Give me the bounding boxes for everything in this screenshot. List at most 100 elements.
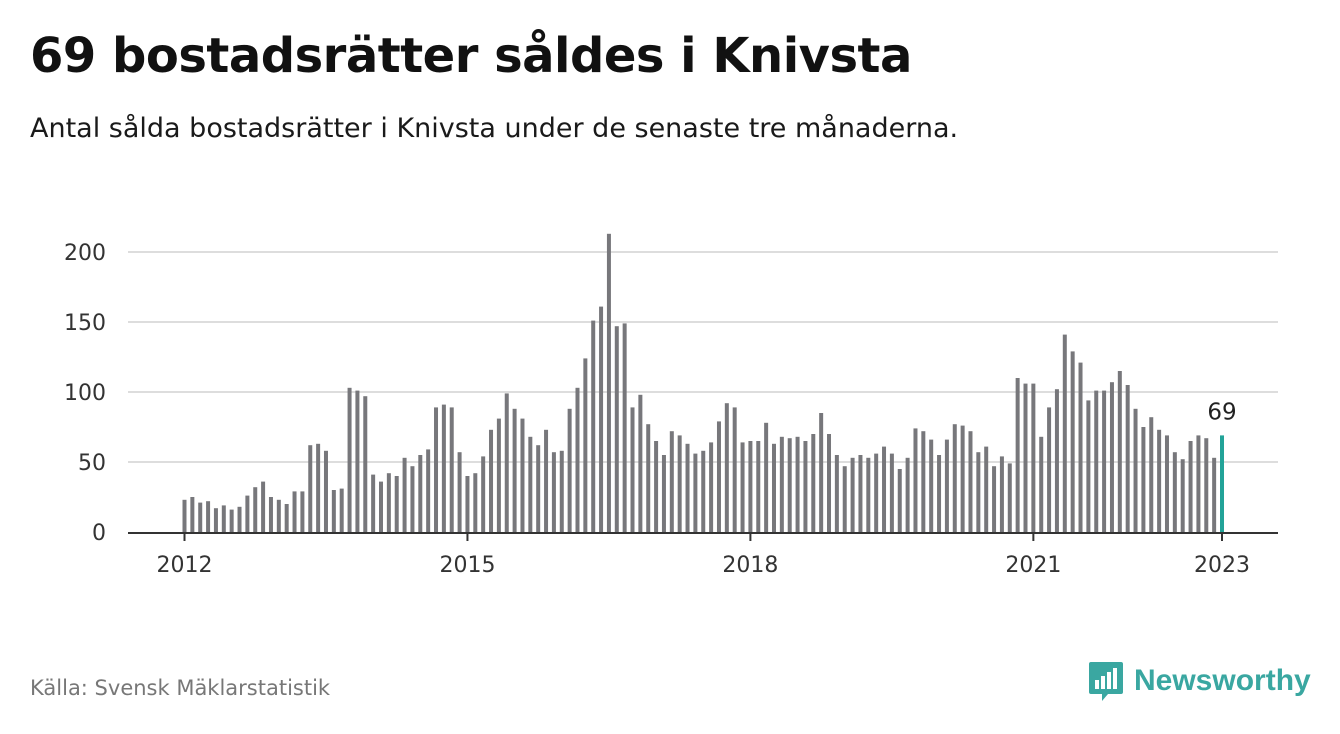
bar bbox=[308, 445, 313, 532]
bar bbox=[394, 476, 399, 532]
y-tick-label: 0 bbox=[92, 521, 106, 546]
bar bbox=[1117, 371, 1122, 532]
bar bbox=[771, 443, 776, 532]
bar bbox=[661, 455, 666, 532]
bar bbox=[261, 481, 266, 532]
bar bbox=[449, 407, 454, 532]
y-tick-label: 200 bbox=[64, 241, 106, 266]
bar bbox=[512, 408, 517, 532]
bar bbox=[1133, 408, 1138, 532]
bar bbox=[253, 487, 258, 532]
bar bbox=[811, 434, 816, 532]
bar bbox=[221, 505, 226, 532]
bar bbox=[1172, 452, 1177, 532]
bar bbox=[677, 435, 682, 532]
bar bbox=[968, 431, 973, 532]
bar bbox=[1007, 463, 1012, 532]
bar bbox=[795, 436, 800, 532]
bar bbox=[740, 442, 745, 532]
bar bbox=[473, 473, 478, 532]
bar bbox=[237, 506, 242, 532]
bar bbox=[198, 502, 203, 532]
bar bbox=[976, 452, 981, 532]
bar bbox=[1180, 459, 1185, 532]
bar bbox=[276, 499, 281, 532]
bar bbox=[567, 408, 572, 532]
bar bbox=[654, 441, 659, 532]
bar bbox=[339, 488, 344, 532]
bar bbox=[426, 449, 431, 532]
bar bbox=[402, 457, 407, 532]
bar bbox=[434, 407, 439, 532]
bar bbox=[355, 390, 360, 532]
brand-name: Newsworthy bbox=[1134, 664, 1311, 697]
bar bbox=[1094, 390, 1099, 532]
bar bbox=[685, 443, 690, 532]
bar bbox=[190, 497, 195, 532]
bar bbox=[1196, 435, 1201, 532]
bar bbox=[630, 407, 635, 532]
bar bbox=[1047, 407, 1052, 532]
bar bbox=[575, 387, 580, 532]
x-tick-label: 2023 bbox=[1194, 553, 1250, 578]
bar-latest bbox=[1220, 435, 1224, 532]
bar bbox=[347, 387, 352, 532]
bar bbox=[1031, 383, 1036, 532]
bar bbox=[1125, 385, 1130, 532]
x-tick-label: 2015 bbox=[439, 553, 495, 578]
bar bbox=[1141, 427, 1146, 532]
bar bbox=[410, 466, 415, 532]
bar bbox=[363, 396, 368, 532]
bar bbox=[858, 455, 863, 532]
bar bbox=[897, 469, 902, 532]
bar bbox=[599, 306, 604, 532]
bar bbox=[819, 413, 824, 532]
bar bbox=[756, 441, 761, 532]
bar bbox=[1164, 435, 1169, 532]
bar bbox=[213, 508, 218, 532]
y-tick-label: 50 bbox=[78, 451, 106, 476]
bar bbox=[803, 441, 808, 532]
y-tick-label: 100 bbox=[64, 381, 106, 406]
bar bbox=[520, 418, 525, 532]
bar bbox=[559, 450, 564, 532]
bar bbox=[913, 428, 918, 532]
x-tick-label: 2012 bbox=[157, 553, 213, 578]
bar bbox=[182, 499, 187, 532]
bar bbox=[999, 456, 1004, 532]
bar bbox=[1204, 438, 1209, 532]
bar bbox=[465, 476, 470, 532]
bar bbox=[1212, 457, 1217, 532]
bar bbox=[583, 358, 588, 532]
bar bbox=[748, 441, 753, 532]
bar bbox=[544, 429, 549, 532]
brand-logo: Newsworthy bbox=[1088, 660, 1311, 702]
bar bbox=[889, 453, 894, 532]
bar bbox=[1015, 378, 1020, 532]
bar bbox=[457, 452, 462, 532]
bar bbox=[850, 457, 855, 532]
bar bbox=[732, 407, 737, 532]
bar bbox=[827, 434, 832, 532]
bar bbox=[292, 491, 297, 532]
bar bbox=[591, 320, 596, 532]
bar bbox=[323, 450, 328, 532]
y-tick-label: 150 bbox=[64, 311, 106, 336]
bar bbox=[606, 233, 611, 533]
newsworthy-logo-icon bbox=[1089, 662, 1123, 701]
bar bbox=[551, 452, 556, 532]
bar bbox=[882, 446, 887, 532]
bar bbox=[709, 442, 714, 532]
bar bbox=[842, 466, 847, 532]
bar bbox=[536, 445, 541, 532]
x-axis: 2012 2015 2018 2021 2023 bbox=[128, 532, 1278, 578]
bar bbox=[984, 446, 989, 532]
bars: 69 bbox=[182, 233, 1237, 533]
bar bbox=[724, 403, 729, 532]
bar bbox=[905, 457, 910, 532]
bar bbox=[441, 404, 446, 532]
bar bbox=[614, 326, 619, 532]
bar bbox=[379, 481, 383, 532]
bar bbox=[960, 425, 965, 532]
bar bbox=[921, 431, 926, 532]
